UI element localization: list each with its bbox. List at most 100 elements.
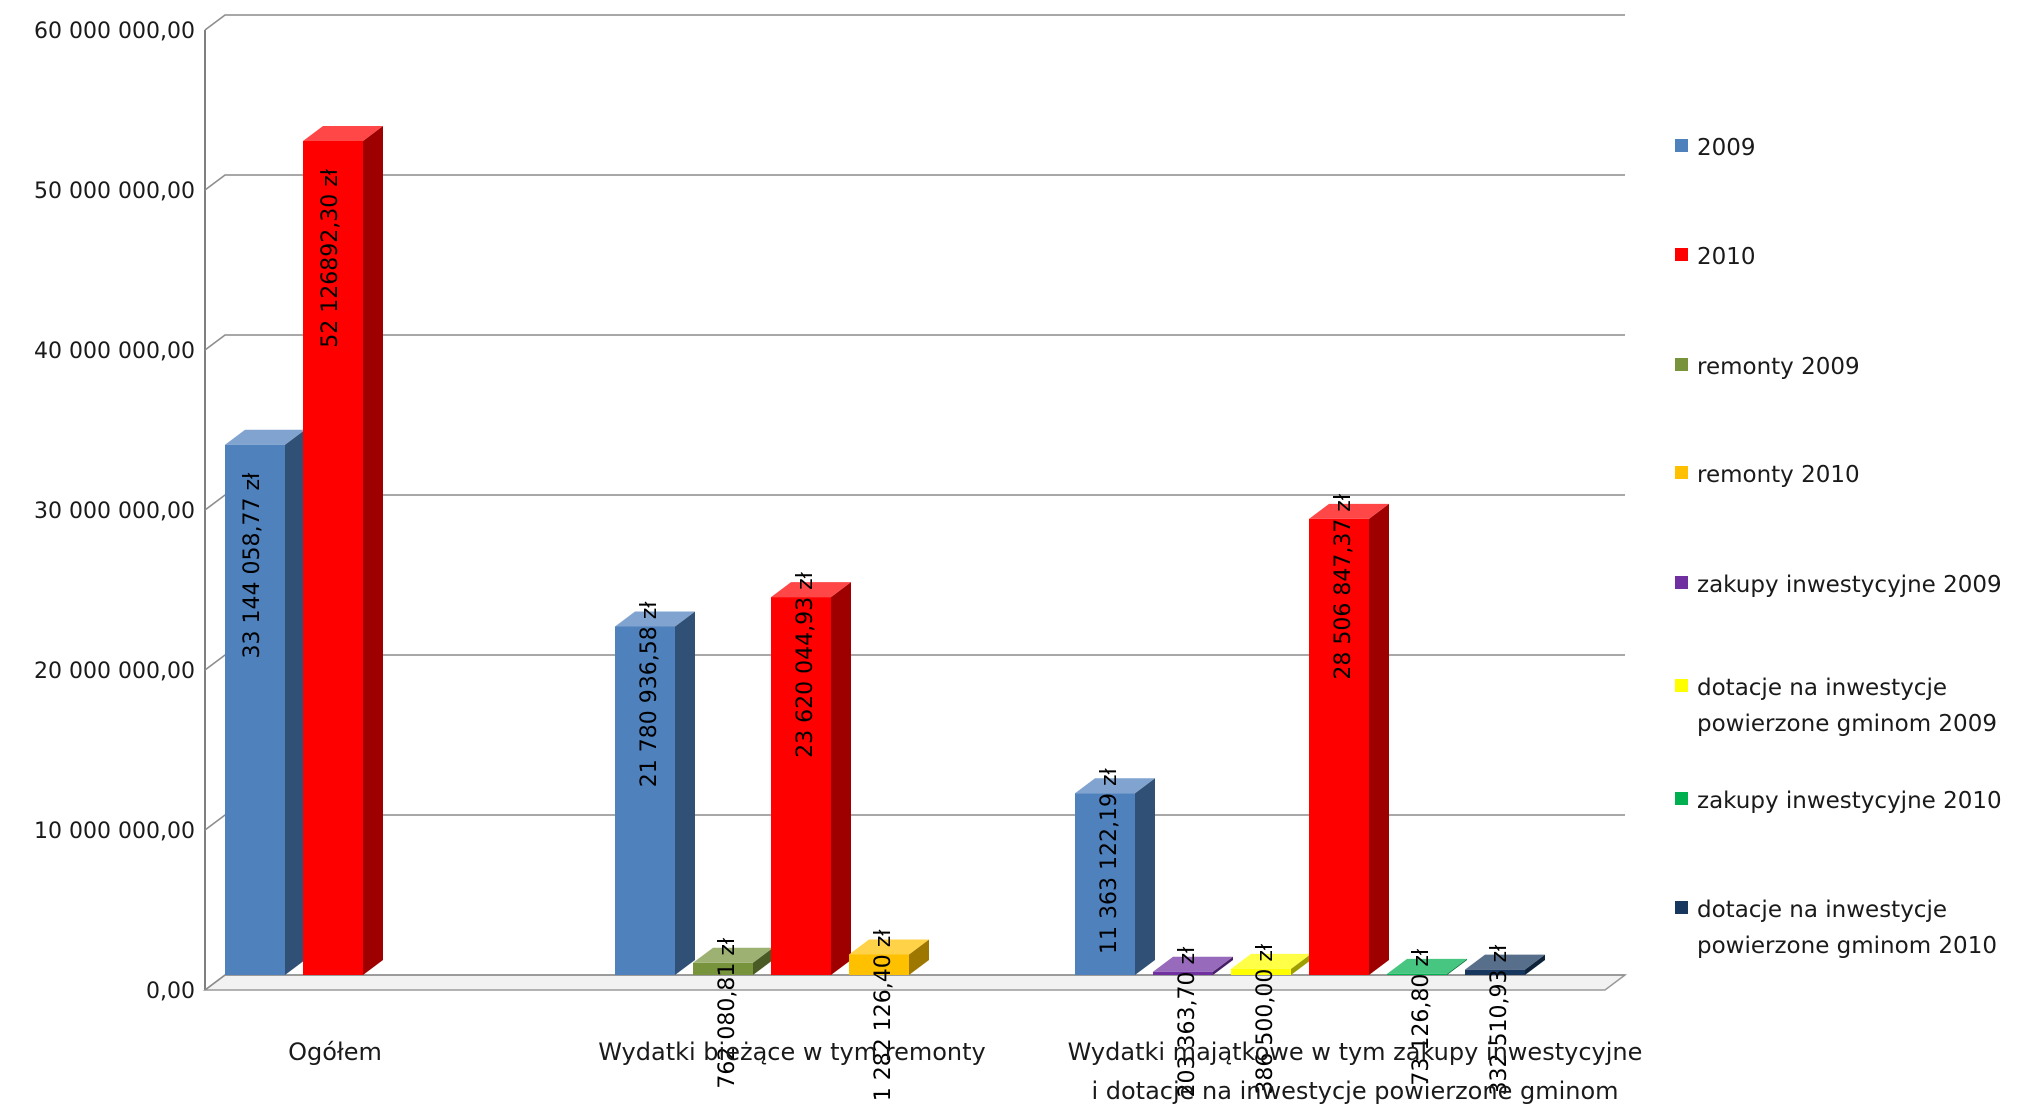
legend-swatch bbox=[1675, 792, 1688, 805]
bar bbox=[303, 125, 383, 975]
bar-front bbox=[1387, 973, 1447, 975]
legend-label: 2009 bbox=[1697, 135, 1756, 161]
bar bbox=[1153, 956, 1233, 975]
bar-front bbox=[303, 140, 363, 975]
gridline bbox=[204, 654, 1625, 671]
legend-item: remonty 2010 bbox=[1675, 457, 1860, 493]
bar-top bbox=[1075, 778, 1155, 794]
legend-label: zakupy inwestycyjne 2009 bbox=[1697, 572, 2002, 598]
data-label: 33 144 058,77 zł bbox=[240, 472, 265, 658]
data-label: 386 500,00 zł bbox=[1253, 943, 1278, 1095]
legend-item: 2009 bbox=[1675, 130, 1756, 166]
data-label: 28 506 847,37 zł bbox=[1331, 493, 1356, 679]
gridline bbox=[204, 814, 1625, 831]
bar-front bbox=[771, 597, 831, 975]
legend-label: 2010 bbox=[1697, 244, 1756, 270]
bar bbox=[1309, 503, 1389, 975]
data-label: 21 780 936,58 zł bbox=[637, 601, 662, 787]
bar-front bbox=[693, 962, 753, 975]
gridline bbox=[204, 334, 1625, 351]
y-tick-label: 30 000 000,00 bbox=[34, 499, 195, 524]
bar-top bbox=[303, 125, 383, 141]
data-label: 11 363 122,19 zł bbox=[1097, 767, 1122, 953]
bar-top bbox=[1465, 954, 1545, 970]
legend-swatch bbox=[1675, 358, 1688, 371]
bar-side bbox=[831, 582, 851, 975]
x-category-label: Wydatki bieżące w tym remonty bbox=[598, 1038, 986, 1066]
bar-front bbox=[1309, 518, 1369, 975]
data-label: 762 080,81 zł bbox=[715, 937, 740, 1089]
data-label: 203 363,70 zł bbox=[1175, 946, 1200, 1098]
bar-side bbox=[1291, 953, 1311, 975]
legend-item: zakupy inwestycyjne 2010 bbox=[1675, 783, 2002, 819]
bar-front bbox=[1075, 793, 1135, 975]
gridline bbox=[204, 494, 1625, 511]
legend-swatch bbox=[1675, 466, 1688, 479]
bar-top bbox=[849, 939, 929, 955]
bar-side bbox=[1213, 956, 1233, 975]
bar-front bbox=[1465, 969, 1525, 975]
legend-label: dotacje na inwestycje powierzone gminom … bbox=[1697, 675, 1997, 737]
legend-swatch bbox=[1675, 576, 1688, 589]
x-category-label: i dotacje na inwestycje powierzone gmino… bbox=[1091, 1077, 1618, 1105]
bar bbox=[225, 429, 305, 975]
bar-top bbox=[1153, 956, 1233, 972]
bar bbox=[615, 611, 695, 975]
bar-top bbox=[771, 582, 851, 598]
bar-top bbox=[1387, 958, 1467, 974]
bar-side bbox=[753, 947, 773, 975]
legend-item: zakupy inwestycyjne 2009 bbox=[1675, 567, 2002, 603]
bar-top bbox=[1231, 953, 1311, 969]
legend-swatch bbox=[1675, 248, 1688, 261]
data-label: 73 126,80 zł bbox=[1409, 948, 1434, 1086]
bar-side bbox=[1135, 778, 1155, 975]
legend-label: remonty 2009 bbox=[1697, 354, 1860, 380]
y-tick-label: 50 000 000,00 bbox=[34, 179, 195, 204]
bar-front bbox=[1153, 971, 1213, 975]
bar-top bbox=[615, 611, 695, 627]
legend-swatch bbox=[1675, 901, 1688, 914]
legend-swatch bbox=[1675, 679, 1688, 692]
bar bbox=[1465, 954, 1545, 975]
bar-front bbox=[615, 626, 675, 975]
bar-side bbox=[1369, 503, 1389, 975]
y-tick-label: 10 000 000,00 bbox=[34, 819, 195, 844]
gridline bbox=[204, 174, 1625, 191]
legend-item: 2010 bbox=[1675, 239, 1756, 275]
bar-top bbox=[1309, 503, 1389, 519]
bar bbox=[1231, 953, 1311, 975]
bar-top bbox=[693, 947, 773, 963]
bar bbox=[693, 947, 773, 975]
bar-side bbox=[363, 125, 383, 975]
bar-top bbox=[225, 429, 305, 445]
bar-side bbox=[909, 939, 929, 975]
data-label: 52 126892,30 zł bbox=[318, 168, 343, 347]
legend-label: remonty 2010 bbox=[1697, 462, 1860, 488]
y-tick-label: 60 000 000,00 bbox=[34, 19, 195, 44]
data-label: 332 510,93 zł bbox=[1487, 944, 1512, 1096]
bar bbox=[1075, 778, 1155, 975]
legend-item: dotacje na inwestycje powierzone gminom … bbox=[1675, 892, 1997, 964]
x-category-label: Ogółem bbox=[288, 1038, 382, 1066]
gridline bbox=[204, 14, 1625, 31]
legend-label: zakupy inwestycyjne 2010 bbox=[1697, 788, 2002, 814]
legend-item: dotacje na inwestycje powierzone gminom … bbox=[1675, 670, 1997, 742]
bar bbox=[1387, 958, 1467, 975]
legend-swatch bbox=[1675, 139, 1688, 152]
data-label: 23 620 044,93 zł bbox=[793, 571, 818, 757]
y-tick-label: 0,00 bbox=[146, 979, 195, 1004]
bar bbox=[849, 939, 929, 975]
legend-label: dotacje na inwestycje powierzone gminom … bbox=[1697, 897, 1997, 959]
legend-item: remonty 2009 bbox=[1675, 349, 1860, 385]
bar-front bbox=[225, 444, 285, 975]
x-category-label: Wydatki majątkowe w tym zakupy inwestycy… bbox=[1068, 1038, 1643, 1066]
bar bbox=[771, 582, 851, 975]
bar-side bbox=[1447, 958, 1467, 975]
bar-front bbox=[849, 954, 909, 975]
bar-side bbox=[1525, 954, 1545, 975]
y-tick-label: 20 000 000,00 bbox=[34, 659, 195, 684]
data-label: 1 282 126,40 zł bbox=[871, 929, 896, 1101]
bar-side bbox=[285, 429, 305, 975]
